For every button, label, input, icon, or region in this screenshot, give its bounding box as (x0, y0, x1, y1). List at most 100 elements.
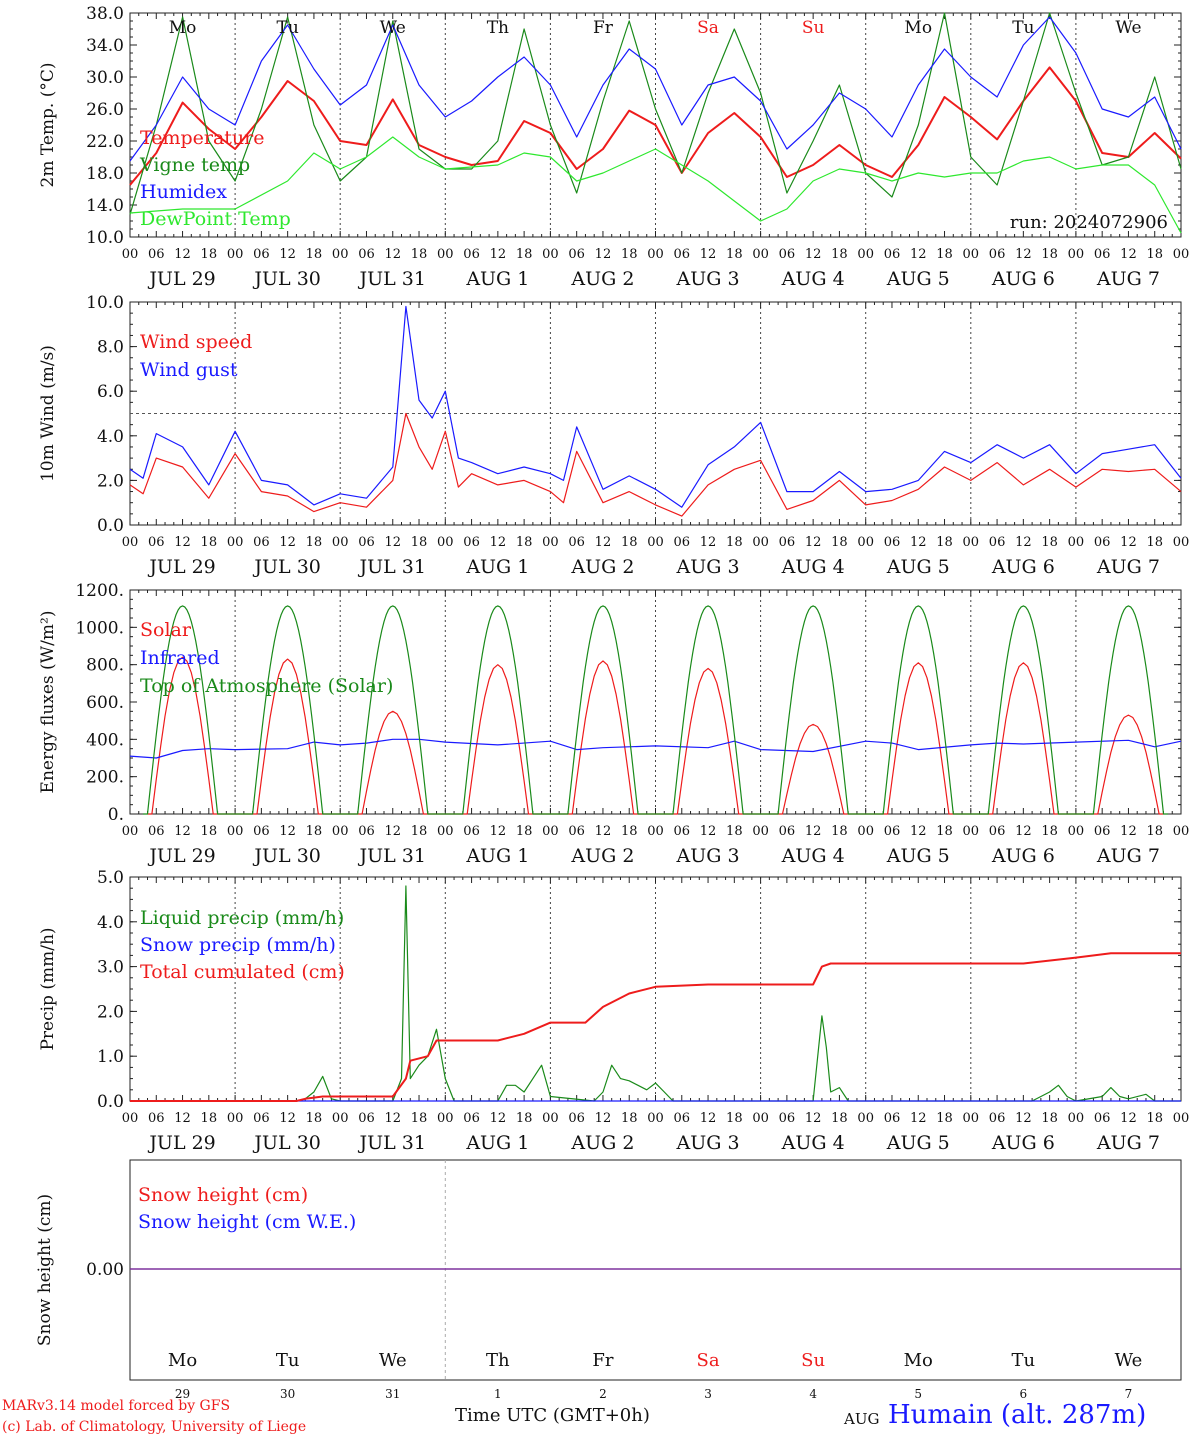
x-tick-label: 00 (122, 824, 139, 839)
run-label: run: 2024072906 (1010, 212, 1168, 233)
x-tick-label: 06 (779, 1111, 796, 1126)
x-tick-label: 06 (568, 1111, 585, 1126)
x-tick-label: 18 (936, 535, 953, 550)
date-label: JUL 30 (252, 268, 320, 290)
x-tick-label: 18 (936, 1111, 953, 1126)
x-tick-label: 18 (306, 824, 323, 839)
x-tick-label: 06 (1094, 824, 1111, 839)
x-tick-label: 00 (1173, 535, 1190, 550)
date-label: AUG 7 (1096, 556, 1160, 578)
weekday-label: Mo (168, 1350, 197, 1371)
y-tick-label: 3.0 (97, 958, 124, 978)
x-tick-label: 18 (306, 247, 323, 262)
weekday-label: Fr (592, 1350, 613, 1371)
y-tick-label: 400. (86, 730, 124, 750)
legend-entry: DewPoint Temp (140, 208, 291, 230)
x-tick-label: 00 (1068, 1111, 1085, 1126)
y-tick-label: 38.0 (86, 4, 124, 24)
date-label: AUG 1 (465, 1132, 529, 1154)
x-tick-label: 00 (122, 535, 139, 550)
x-tick-label: 18 (1041, 247, 1058, 262)
weekday-label: Tu (276, 1350, 300, 1371)
x-tick-label: 12 (700, 824, 717, 839)
y-tick-label: 8.0 (97, 338, 124, 358)
x-tick-label: 00 (752, 824, 769, 839)
x-tick-label: 06 (358, 1111, 375, 1126)
x-tick-label: 06 (358, 247, 375, 262)
x-tick-label: 18 (936, 247, 953, 262)
x-tick-label: 18 (1146, 1111, 1163, 1126)
y-tick-label: 800. (86, 656, 124, 676)
x-tick-label: 00 (332, 1111, 349, 1126)
date-label: AUG 5 (886, 556, 950, 578)
date-label: AUG 6 (991, 556, 1055, 578)
weekday-label: We (379, 1350, 407, 1371)
date-label: AUG 1 (465, 268, 529, 290)
x-tick-label: 12 (805, 535, 822, 550)
x-tick-label: 12 (910, 247, 927, 262)
x-tick-label: 18 (201, 824, 218, 839)
legend-entry: Snow precip (mm/h) (140, 934, 336, 956)
legend-entry: Temperature (140, 127, 264, 149)
x-tick-label: 00 (227, 1111, 244, 1126)
x-tick-label: 06 (253, 1111, 270, 1126)
panel-1 (129, 12, 1182, 238)
x-tick-label: 06 (674, 535, 691, 550)
x-tick-label: 00 (1173, 824, 1190, 839)
day-number: 7 (1125, 1387, 1133, 1401)
date-label: AUG 4 (781, 845, 845, 867)
series-vigne-temp (129, 12, 1182, 215)
x-tick-label: 06 (463, 824, 480, 839)
x-tick-label: 12 (595, 1111, 612, 1126)
x-tick-label: 00 (963, 247, 980, 262)
x-tick-label: 12 (700, 535, 717, 550)
date-label: AUG 3 (676, 1132, 740, 1154)
weekday-label: Mo (904, 1350, 933, 1371)
panel-4 (129, 876, 1182, 1102)
x-tick-label: 00 (227, 247, 244, 262)
x-tick-label: 06 (1094, 535, 1111, 550)
x-tick-label: 06 (358, 535, 375, 550)
x-tick-label: 18 (621, 1111, 638, 1126)
x-tick-label: 18 (516, 247, 533, 262)
x-tick-label: 06 (779, 247, 796, 262)
day-number: 3 (704, 1387, 712, 1401)
x-tick-label: 00 (1068, 247, 1085, 262)
y-axis-label: 2m Temp. (°C) (38, 62, 58, 187)
x-tick-label: 00 (647, 824, 664, 839)
y-tick-label: 4.0 (97, 913, 124, 933)
x-tick-label: 00 (857, 1111, 874, 1126)
weekday-label: We (380, 18, 406, 38)
y-tick-label: 6.0 (97, 382, 124, 402)
x-tick-label: 06 (989, 247, 1006, 262)
date-label: JUL 31 (358, 268, 426, 290)
x-tick-label: 12 (910, 535, 927, 550)
x-tick-label: 00 (437, 535, 454, 550)
legend-entry: Snow height (cm) (138, 1184, 308, 1206)
x-tick-label: 00 (963, 824, 980, 839)
y-tick-label: 26.0 (86, 100, 124, 120)
date-label: AUG 5 (886, 845, 950, 867)
date-label: AUG 6 (991, 845, 1055, 867)
weekday-label: Mo (904, 18, 932, 38)
x-tick-label: 00 (332, 535, 349, 550)
x-tick-label: 00 (963, 535, 980, 550)
date-label: AUG 2 (570, 845, 634, 867)
x-tick-label: 12 (700, 247, 717, 262)
x-tick-label: 12 (384, 1111, 401, 1126)
x-tick-label: 00 (437, 247, 454, 262)
x-tick-label: 12 (174, 535, 191, 550)
x-tick-label: 12 (279, 247, 296, 262)
x-tick-label: 18 (1041, 535, 1058, 550)
x-tick-label: 12 (490, 247, 507, 262)
date-label: JUL 29 (147, 556, 215, 578)
x-tick-label: 12 (805, 247, 822, 262)
legend-entry: Total cumulated (cm) (140, 961, 345, 983)
weekday-label: Th (487, 18, 509, 38)
x-tick-label: 00 (542, 1111, 559, 1126)
series-dewpoint-temp (129, 136, 1182, 234)
y-tick-label: 1.0 (97, 1047, 124, 1067)
x-tick-label: 12 (700, 1111, 717, 1126)
x-tick-label: 06 (463, 535, 480, 550)
date-label: AUG 2 (570, 268, 634, 290)
